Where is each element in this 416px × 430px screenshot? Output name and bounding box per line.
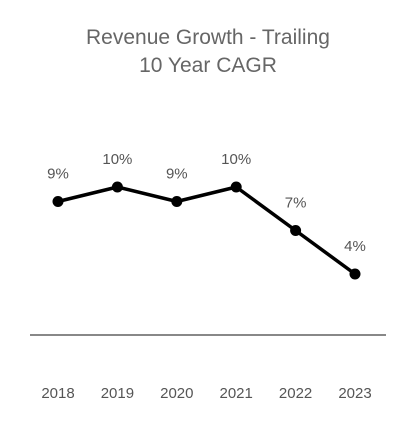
x-tick-label-2018: 2018 — [41, 385, 74, 402]
data-point-2020 — [171, 196, 183, 207]
data-point-2022 — [290, 225, 302, 236]
data-point-2021 — [230, 181, 242, 193]
x-tick-label-2020: 2020 — [160, 385, 193, 402]
data-point-2019 — [111, 181, 123, 193]
chart-title: Revenue Growth - Trailing 10 Year CAGR — [0, 24, 416, 80]
data-label-2022: 7% — [285, 195, 307, 212]
data-point-2023 — [349, 268, 361, 280]
x-tick-label-2022: 2022 — [279, 385, 312, 402]
data-label-2020: 9% — [166, 166, 188, 183]
x-tick-label-2019: 2019 — [101, 385, 134, 402]
points-layer — [52, 181, 361, 280]
x-tick-label-2023: 2023 — [338, 385, 371, 402]
x-tick-label-2021: 2021 — [220, 385, 253, 402]
line-segment — [234, 185, 298, 233]
line-layer — [56, 185, 357, 276]
chart-title-line-1: Revenue Growth - Trailing — [86, 26, 330, 49]
data-label-2019: 10% — [102, 151, 132, 168]
x-tick-labels: 2018 2019 2020 2021 2022 2023 — [41, 385, 371, 402]
data-label-2018: 9% — [47, 166, 69, 183]
line-segment — [115, 185, 179, 204]
data-point-2018 — [52, 196, 64, 207]
data-label-2023: 4% — [344, 238, 366, 255]
data-label-2021: 10% — [221, 151, 251, 168]
chart-title-line-2: 10 Year CAGR — [139, 54, 277, 77]
data-labels-layer: 9% 10% 9% 10% 7% 4% — [47, 151, 366, 255]
line-segment — [56, 185, 120, 204]
line-segment — [175, 185, 238, 204]
line-segment — [293, 228, 357, 276]
